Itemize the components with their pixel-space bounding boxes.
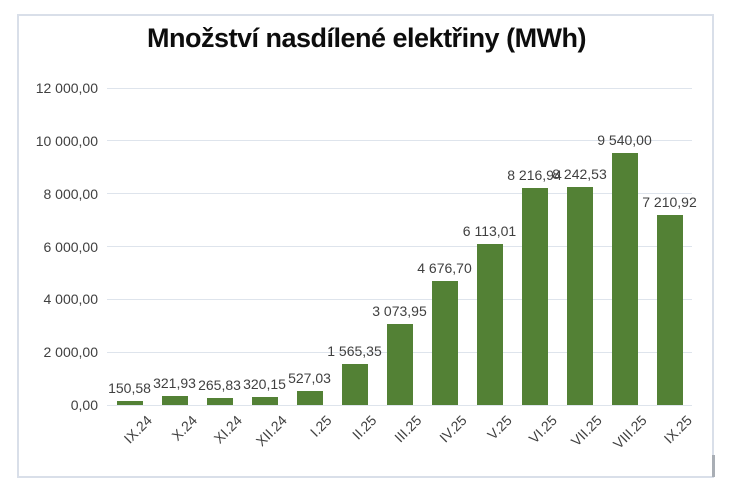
bar-XI.24 — [206, 398, 233, 405]
data-label: 7 210,92 — [642, 194, 697, 210]
data-label: 321,93 — [153, 375, 196, 391]
chart-title: Množství nasdílené elektřiny (MWh) — [146, 23, 587, 53]
data-label: 320,15 — [243, 376, 286, 392]
y-axis-tick-label: 4 000,00 — [43, 291, 99, 308]
bar-IX.24 — [116, 401, 143, 405]
bar-III.25 — [386, 324, 413, 405]
y-axis-tick-label: 0,00 — [70, 397, 98, 413]
data-label: 1 565,35 — [327, 343, 382, 359]
y-axis-tick-label: 8 000,00 — [43, 185, 99, 202]
bar-I.25 — [296, 391, 323, 405]
gridline — [107, 246, 692, 247]
gridline — [107, 404, 692, 406]
data-label: 527,03 — [288, 370, 331, 386]
y-axis-tick-label: 6 000,00 — [43, 238, 99, 255]
data-label: 150,58 — [108, 380, 151, 396]
data-label: 4 676,70 — [417, 260, 472, 276]
data-label: 3 073,95 — [372, 303, 427, 319]
data-label: 6 113,01 — [462, 223, 517, 239]
data-label: 8 242,53 — [552, 166, 607, 182]
gridline — [107, 298, 692, 300]
gridline — [107, 140, 692, 142]
bar-VIII.25 — [611, 153, 638, 405]
data-label: 8 216,94 — [507, 167, 562, 183]
gridline — [107, 87, 692, 89]
bar-V.25 — [476, 244, 503, 405]
data-label: 265,83 — [198, 377, 241, 393]
bar-VII.25 — [566, 187, 593, 405]
y-axis-tick-label: 10 000,00 — [35, 132, 98, 149]
scrollbar-fragment[interactable] — [712, 455, 715, 477]
y-axis-tick-label: 12 000,00 — [35, 80, 98, 96]
bar-VI.25 — [521, 188, 548, 405]
bar-II.25 — [341, 364, 368, 405]
gridline — [107, 193, 692, 195]
data-label: 9 540,00 — [597, 132, 652, 148]
y-axis-tick-label: 2 000,00 — [43, 344, 99, 361]
bar-X.24 — [161, 396, 188, 405]
bar-IV.25 — [431, 281, 458, 405]
bar-XII.24 — [251, 397, 278, 405]
bar-IX.25 — [656, 215, 683, 405]
